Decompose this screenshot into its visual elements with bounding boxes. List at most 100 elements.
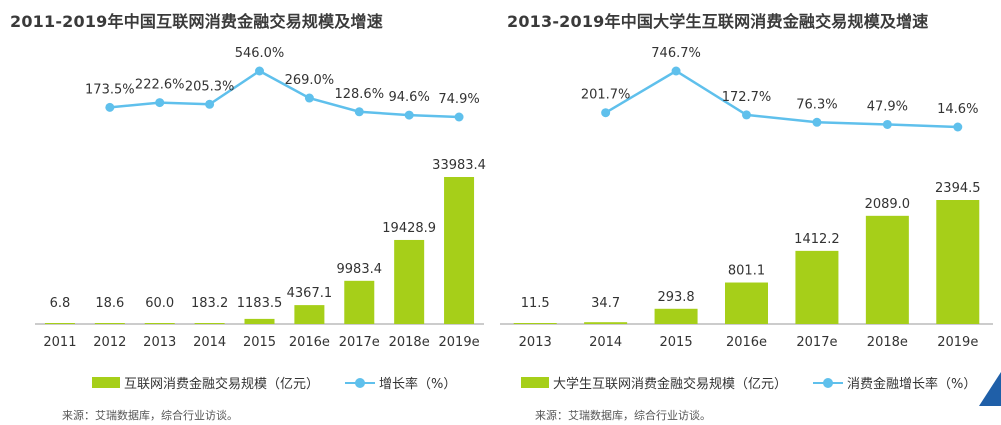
growth-point bbox=[304, 93, 314, 103]
growth-value-label: 546.0% bbox=[235, 46, 285, 61]
corner-decoration bbox=[979, 372, 1001, 406]
growth-value-label: 205.3% bbox=[185, 79, 235, 94]
chart-panel-right: 2013-2019年中国大学生互联网消费金融交易规模及增速 11.5 2013 34… bbox=[500, 0, 1001, 425]
growth-point bbox=[812, 117, 822, 127]
growth-value-label: 94.6% bbox=[389, 90, 430, 105]
x-tick-label: 2018e bbox=[389, 335, 430, 350]
x-tick-label: 2019e bbox=[937, 335, 978, 350]
source-note: 来源：艾瑞数据库，综合行业访谈。 bbox=[535, 409, 711, 422]
growth-value-label: 173.5% bbox=[85, 82, 135, 97]
growth-point bbox=[155, 98, 165, 108]
x-tick-label: 2016e bbox=[289, 335, 330, 350]
legend-bar-swatch bbox=[521, 377, 549, 388]
bar bbox=[194, 323, 225, 324]
bar bbox=[444, 177, 475, 324]
legend-item-line: 消费金融增长率（%） bbox=[813, 373, 976, 392]
bar-value-label: 33983.4 bbox=[432, 158, 486, 173]
bar-value-label: 801.1 bbox=[728, 264, 765, 279]
bar-value-label: 19428.9 bbox=[382, 221, 436, 236]
bar bbox=[795, 250, 839, 324]
growth-line bbox=[109, 69, 460, 119]
growth-point bbox=[953, 122, 963, 132]
growth-point bbox=[671, 66, 681, 76]
x-tick-label: 2013 bbox=[143, 335, 176, 350]
bar-value-label: 9983.4 bbox=[337, 262, 383, 277]
bar-value-label: 34.7 bbox=[591, 296, 620, 311]
bar-value-label: 18.6 bbox=[95, 296, 124, 311]
legend: 大学生互联网消费金融交易规模（亿元） 消费金融增长率（%） bbox=[521, 373, 1001, 392]
growth-point bbox=[105, 102, 115, 112]
x-tick-label: 2014 bbox=[589, 335, 622, 350]
growth-point bbox=[601, 108, 611, 118]
growth-point bbox=[255, 66, 264, 76]
x-tick-label: 2017e bbox=[339, 335, 380, 350]
bar-value-label: 1183.5 bbox=[237, 296, 283, 311]
legend-item-bar: 大学生互联网消费金融交易规模（亿元） bbox=[521, 373, 787, 392]
growth-point bbox=[454, 112, 464, 122]
bar-value-label: 2394.5 bbox=[935, 181, 981, 196]
x-tick-label: 2017e bbox=[796, 335, 837, 350]
growth-point bbox=[205, 99, 215, 109]
bar-value-label: 11.5 bbox=[521, 296, 550, 311]
bar-value-label: 6.8 bbox=[50, 296, 71, 311]
legend-line-label: 消费金融增长率（%） bbox=[847, 377, 977, 392]
chart-title: 2013-2019年中国大学生互联网消费金融交易规模及增速 bbox=[507, 12, 929, 31]
growth-value-label: 74.9% bbox=[438, 92, 479, 107]
source-note: 来源：艾瑞数据库，综合行业访谈。 bbox=[62, 409, 238, 422]
bar bbox=[865, 215, 909, 324]
x-tick-label: 2015 bbox=[660, 335, 693, 350]
legend-line-label: 增长率（%） bbox=[379, 377, 457, 392]
x-tick-label: 2013 bbox=[519, 335, 552, 350]
growth-value-label: 201.7% bbox=[581, 88, 631, 103]
chart-panel-left: 2011-2019年中国互联网消费金融交易规模及增速 6.8 2011 18.6 20… bbox=[0, 0, 500, 425]
growth-point bbox=[882, 119, 892, 129]
bar bbox=[584, 322, 628, 324]
x-tick-label: 2014 bbox=[193, 335, 226, 350]
x-tick-label: 2019e bbox=[439, 335, 480, 350]
x-tick-label: 2015 bbox=[243, 335, 276, 350]
bar bbox=[936, 200, 980, 324]
chart-title: 2011-2019年中国互联网消费金融交易规模及增速 bbox=[10, 12, 383, 31]
growth-point bbox=[742, 110, 751, 120]
growth-point bbox=[354, 107, 364, 117]
x-tick-label: 2018e bbox=[867, 335, 908, 350]
bar-value-label: 60.0 bbox=[145, 296, 174, 311]
growth-value-label: 746.7% bbox=[651, 46, 701, 61]
bar-value-label: 2089.0 bbox=[865, 197, 911, 212]
bar bbox=[94, 323, 125, 324]
bar bbox=[344, 280, 375, 324]
legend-line-swatch bbox=[813, 377, 844, 388]
growth-line bbox=[605, 69, 958, 129]
bar bbox=[244, 318, 275, 324]
bar bbox=[513, 323, 557, 324]
bar bbox=[725, 282, 768, 324]
legend-item-bar: 互联网消费金融交易规模（亿元） bbox=[92, 373, 319, 392]
x-tick-label: 2011 bbox=[43, 335, 76, 350]
chart-svg: 6.8 2011 18.6 2012 60.0 2013 183.2 2014 1183.5 20… bbox=[35, 46, 486, 350]
legend-bar-label: 大学生互联网消费金融交易规模（亿元） bbox=[553, 377, 788, 392]
bar bbox=[294, 305, 325, 324]
growth-value-label: 222.6% bbox=[135, 78, 185, 93]
legend-bar-label: 互联网消费金融交易规模（亿元） bbox=[124, 377, 320, 392]
legend-line-swatch bbox=[345, 377, 376, 388]
chart-svg: 11.5 2013 34.7 2014 293.8 2015 801.1 2016e 1412.… bbox=[500, 46, 993, 350]
bar bbox=[144, 323, 175, 324]
growth-value-label: 128.6% bbox=[334, 87, 384, 102]
growth-point bbox=[404, 110, 414, 120]
growth-value-label: 14.6% bbox=[937, 102, 978, 117]
legend-item-line: 增长率（%） bbox=[345, 373, 456, 392]
bar bbox=[654, 308, 698, 324]
growth-value-label: 47.9% bbox=[867, 99, 908, 114]
legend: 互联网消费金融交易规模（亿元） 增长率（%） bbox=[92, 373, 482, 392]
bar bbox=[44, 323, 75, 324]
growth-value-label: 172.7% bbox=[722, 90, 772, 105]
legend-bar-swatch bbox=[92, 377, 120, 388]
bar-value-label: 4367.1 bbox=[287, 286, 333, 301]
bar-value-label: 293.8 bbox=[657, 290, 694, 305]
growth-value-label: 269.0% bbox=[285, 73, 335, 88]
x-tick-label: 2016e bbox=[726, 335, 767, 350]
bar-value-label: 183.2 bbox=[191, 296, 228, 311]
growth-value-label: 76.3% bbox=[796, 97, 837, 112]
bar bbox=[394, 239, 425, 324]
bar-value-label: 1412.2 bbox=[794, 232, 840, 247]
